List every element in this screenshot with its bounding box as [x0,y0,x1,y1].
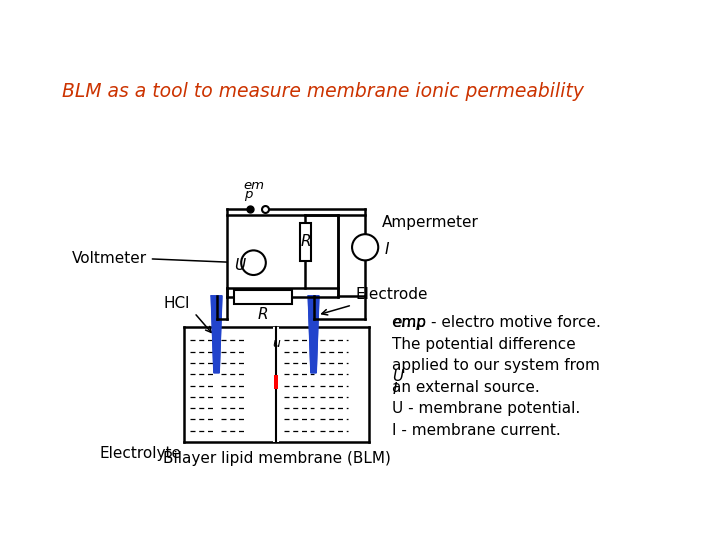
Text: Electrode: Electrode [355,287,428,302]
Bar [274,375,278,389]
Text: Ampermeter: Ampermeter [382,215,479,231]
Text: BLM as a tool to measure membrane ionic permeability: BLM as a tool to measure membrane ionic … [62,82,584,101]
Text: Electrolyte: Electrolyte [100,446,182,461]
Text: Bilayer lipid membrane (BLM): Bilayer lipid membrane (BLM) [163,451,390,467]
Text: emp - electro motive force.
The potential difference
applied to our system from
: emp - electro motive force. The potentia… [392,315,601,438]
Circle shape [241,251,266,275]
Bar [300,222,311,261]
Text: R: R [258,307,269,322]
Text: I: I [384,242,389,257]
Text: Voltmeter: Voltmeter [72,251,148,266]
Bar [234,289,292,303]
Polygon shape [308,296,319,373]
Text: U: U [392,369,403,384]
Text: HCl: HCl [164,296,190,311]
Text: em: em [243,179,264,192]
Text: u: u [272,337,280,350]
Bar [227,215,338,288]
Text: U: U [234,258,246,273]
Text: emp: emp [392,315,426,330]
Bar [273,327,279,442]
Text: I: I [392,382,397,397]
Text: p: p [244,188,252,201]
Polygon shape [211,296,222,373]
Circle shape [352,234,378,260]
Text: R: R [300,234,311,249]
